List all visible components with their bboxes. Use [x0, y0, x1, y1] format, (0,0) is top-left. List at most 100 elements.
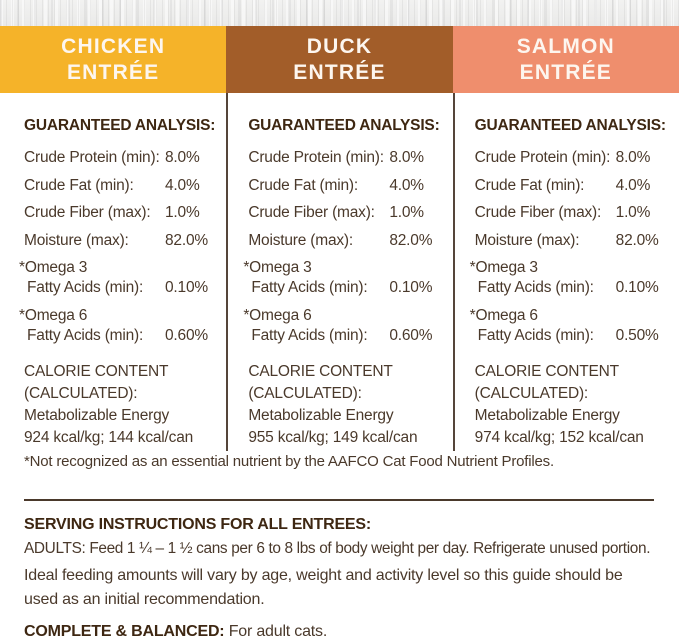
analysis-panel-chicken: GUARANTEED ANALYSIS: Crude Protein (min)…	[0, 93, 226, 451]
analysis-row: Crude Protein (min): 8.0%	[475, 144, 675, 172]
wood-texture-strip	[0, 0, 679, 26]
row-label: Crude Fiber (max):	[24, 204, 151, 221]
header-duck-entree: DUCK ENTRÉE	[226, 26, 453, 93]
calorie-content-block: CALORIE CONTENT (CALCULATED): Metaboliza…	[248, 361, 448, 449]
row-label: Crude Fat (min):	[474, 176, 585, 194]
row-value: 0.50%	[615, 327, 659, 344]
row-value: 8.0%	[615, 149, 651, 166]
analysis-row: Crude Fat (min): 4.0%	[248, 172, 448, 200]
row-label: Crude Fiber (max):	[248, 204, 375, 221]
analysis-panel-duck: GUARANTEED ANALYSIS: Crude Protein (min)…	[226, 93, 452, 451]
guaranteed-analysis-title: GUARANTEED ANALYSIS:	[24, 117, 216, 134]
entree-header-row: CHICKEN ENTRÉE DUCK ENTRÉE SALMON ENTRÉE	[0, 26, 679, 93]
row-value: 0.60%	[165, 327, 208, 344]
row-value: 8.0%	[165, 149, 200, 166]
calorie-content-block: CALORIE CONTENT (CALCULATED): Metaboliza…	[24, 361, 222, 449]
omega-name: *Omega 3	[19, 259, 88, 276]
calorie-energy-label: Metabolizable Energy	[248, 407, 394, 424]
duck-title: DUCK	[306, 34, 373, 58]
complete-balanced-text: For adult cats.	[224, 623, 328, 640]
omega-name: *Omega 6	[243, 307, 312, 324]
calorie-values: 955 kcal/kg; 149 kcal/can	[248, 429, 418, 446]
guaranteed-analysis-title: GUARANTEED ANALYSIS:	[474, 117, 666, 134]
guaranteed-analysis-title: GUARANTEED ANALYSIS:	[248, 117, 440, 134]
row-label: Moisture (max):	[248, 231, 353, 249]
analysis-row: Crude Protein (min): 8.0%	[24, 144, 222, 172]
calorie-values: 974 kcal/kg; 152 kcal/can	[474, 429, 644, 446]
analysis-row: Crude Fiber (max): 1.0%	[248, 199, 448, 227]
chicken-subtitle: ENTRÉE	[66, 60, 160, 84]
duck-subtitle: ENTRÉE	[293, 60, 386, 84]
row-label: Fatty Acids (min):	[477, 279, 594, 296]
analysis-row: Crude Fiber (max): 1.0%	[24, 199, 222, 227]
calorie-heading: (CALCULATED):	[474, 385, 589, 402]
salmon-title: SALMON	[516, 34, 615, 58]
serving-instructions-section: SERVING INSTRUCTIONS FOR ALL ENTREES: AD…	[0, 501, 679, 641]
header-salmon-entree: SALMON ENTRÉE	[452, 26, 679, 93]
omega-name: *Omega 6	[19, 307, 88, 324]
row-value: 1.0%	[615, 204, 651, 221]
complete-balanced-line: COMPLETE & BALANCED: For adult cats.	[24, 623, 655, 641]
omega3-row: *Omega 3 Fatty Acids (min): 0.10%	[470, 258, 675, 298]
ideal-feeding-note: Ideal feeding amounts will vary by age, …	[24, 567, 623, 608]
calorie-heading: CALORIE CONTENT	[24, 363, 169, 380]
row-value: 0.10%	[165, 279, 208, 296]
salmon-subtitle: ENTRÉE	[519, 60, 613, 84]
row-value: 1.0%	[165, 204, 200, 221]
calorie-content-block: CALORIE CONTENT (CALCULATED): Metaboliza…	[475, 361, 675, 449]
calorie-energy-label: Metabolizable Energy	[474, 407, 620, 424]
row-label: Fatty Acids (min):	[251, 327, 368, 344]
row-value: 0.10%	[615, 279, 659, 296]
row-label: Crude Protein (min):	[474, 149, 611, 166]
row-value: 1.0%	[389, 204, 424, 221]
complete-balanced-label: COMPLETE & BALANCED:	[24, 623, 225, 640]
aafco-footnote: *Not recognized as an essential nutrient…	[24, 453, 554, 470]
calorie-values: 924 kcal/kg; 144 kcal/can	[24, 429, 194, 446]
analysis-row: Crude Fiber (max): 1.0%	[475, 199, 675, 227]
omega-name: *Omega 3	[469, 259, 538, 276]
row-value: 8.0%	[389, 149, 424, 166]
row-label: Crude Protein (min):	[24, 149, 160, 166]
analysis-row: Moisture (max): 82.0%	[248, 227, 448, 255]
calorie-energy-label: Metabolizable Energy	[24, 407, 170, 424]
section-divider-line	[24, 499, 654, 501]
row-value: 0.60%	[389, 327, 433, 344]
analysis-row: Crude Fat (min): 4.0%	[475, 172, 675, 200]
omega-name: *Omega 6	[469, 307, 538, 324]
row-label: Fatty Acids (min):	[27, 327, 144, 344]
header-chicken-entree: CHICKEN ENTRÉE	[0, 26, 227, 93]
analysis-row: Crude Protein (min): 8.0%	[248, 144, 448, 172]
row-value: 82.0%	[389, 231, 433, 249]
row-value: 82.0%	[165, 231, 208, 249]
row-value: 4.0%	[165, 176, 200, 194]
row-label: Fatty Acids (min):	[27, 279, 144, 296]
calorie-heading: CALORIE CONTENT	[248, 363, 393, 380]
calorie-heading: (CALCULATED):	[248, 385, 362, 402]
row-value: 0.10%	[389, 279, 433, 296]
omega-name: *Omega 3	[243, 259, 312, 276]
omega3-row: *Omega 3 Fatty Acids (min): 0.10%	[243, 258, 448, 298]
calorie-heading: CALORIE CONTENT	[474, 363, 619, 380]
analysis-panel-salmon: GUARANTEED ANALYSIS: Crude Protein (min)…	[452, 93, 679, 451]
serving-instructions-title: SERVING INSTRUCTIONS FOR ALL ENTREES:	[24, 516, 371, 533]
omega6-row: *Omega 6 Fatty Acids (min): 0.60%	[243, 306, 448, 346]
row-label: Crude Fat (min):	[248, 176, 358, 194]
adults-feeding-line: ADULTS: Feed 1 ¼ – 1 ½ cans per 6 to 8 l…	[24, 540, 651, 557]
row-label: Crude Protein (min):	[248, 149, 384, 166]
row-label: Moisture (max):	[474, 231, 580, 249]
analysis-row: Crude Fat (min): 4.0%	[24, 172, 222, 200]
calorie-heading: (CALCULATED):	[24, 385, 138, 402]
row-label: Crude Fat (min):	[24, 176, 134, 194]
row-value: 82.0%	[615, 231, 659, 249]
row-label: Fatty Acids (min):	[477, 327, 594, 344]
analysis-panels: GUARANTEED ANALYSIS: Crude Protein (min)…	[0, 93, 679, 451]
row-value: 4.0%	[615, 176, 651, 194]
analysis-row: Moisture (max): 82.0%	[24, 227, 222, 255]
omega6-row: *Omega 6 Fatty Acids (min): 0.50%	[470, 306, 675, 346]
row-label: Fatty Acids (min):	[251, 279, 368, 296]
analysis-row: Moisture (max): 82.0%	[475, 227, 675, 255]
row-value: 4.0%	[389, 176, 424, 194]
row-label: Moisture (max):	[24, 231, 129, 249]
omega6-row: *Omega 6 Fatty Acids (min): 0.60%	[19, 306, 222, 346]
